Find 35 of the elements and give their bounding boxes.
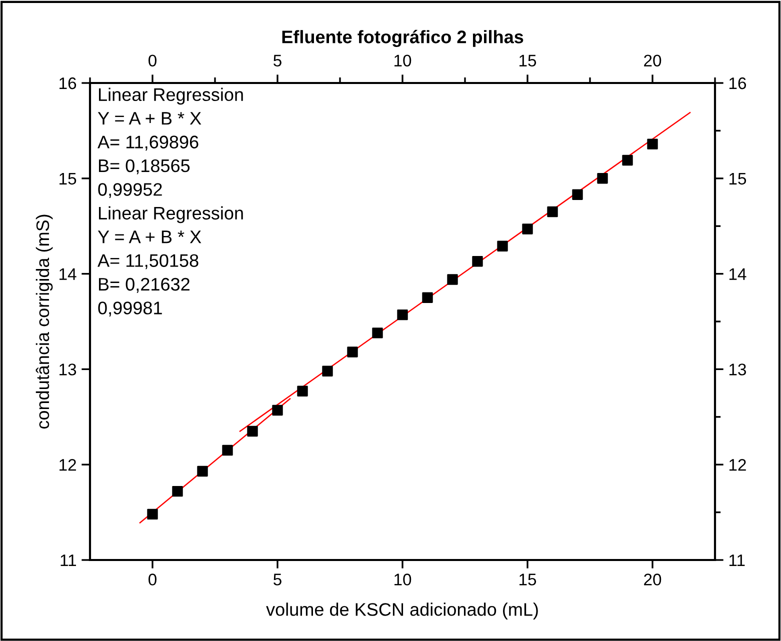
x-tick-label: 20 [644, 574, 662, 586]
x2-tick-label: 5 [274, 54, 282, 67]
annotation: A= 11,69896 [98, 136, 198, 151]
y-axis-title: condutância corrigida (mS) [36, 214, 53, 429]
annotation: Y = A + B * X [98, 112, 202, 125]
annotation: Linear Regression [98, 88, 243, 105]
annotation: B= 0,18565 [98, 159, 190, 174]
x-tick-label: 5 [274, 574, 282, 586]
annotation: Linear Regression [98, 206, 243, 224]
y-tick-label: 15 [60, 172, 76, 185]
y2-tick-label: 13 [729, 364, 746, 376]
annotation: Y = A + B * X [98, 230, 202, 244]
x-tick-label: 15 [520, 574, 536, 586]
chart-title: Efluente fotográfico 2 pilhas [282, 30, 524, 47]
x2-tick-label: 0 [148, 54, 156, 67]
y-tick-label: 13 [60, 364, 76, 376]
x-tick-label: 10 [394, 574, 412, 586]
y-tick-label: 16 [60, 77, 76, 90]
y2-tick-label: 11 [729, 554, 745, 566]
y2-tick-label: 15 [729, 172, 746, 185]
y2-tick-label: 12 [729, 459, 746, 471]
y-tick-label: 11 [60, 554, 76, 566]
annotation: 0,99952 [98, 183, 162, 198]
annotation: 0,99981 [98, 302, 162, 317]
annotation: B= 0,21632 [98, 278, 190, 293]
y2-tick-label: 16 [729, 77, 746, 90]
x-tick-label: 0 [148, 574, 156, 586]
x2-tick-label: 15 [520, 54, 536, 67]
x2-tick-label: 20 [644, 54, 662, 67]
x-axis-title: volume de KSCN adicionado (mL) [266, 602, 538, 620]
x2-tick-label: 10 [394, 54, 412, 67]
y2-tick-label: 14 [729, 268, 746, 280]
y-tick-label: 12 [60, 459, 76, 471]
annotation: A= 11,50158 [98, 254, 198, 270]
y-tick-label: 14 [60, 268, 76, 280]
